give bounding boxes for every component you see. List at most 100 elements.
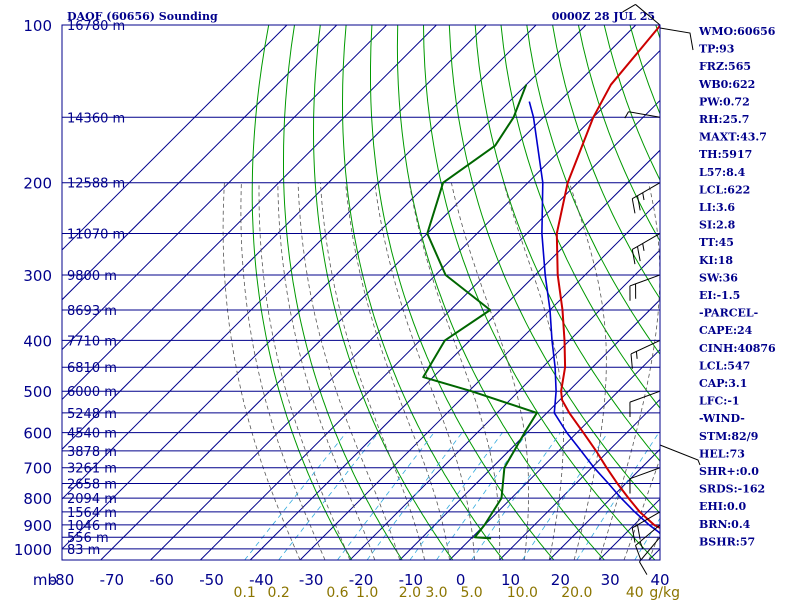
height-label: 14360 m bbox=[67, 111, 125, 126]
pressure-tick-label: 200 bbox=[23, 175, 52, 193]
index-item: LCL:622 bbox=[699, 183, 750, 196]
index-item: TH:5917 bbox=[699, 148, 752, 161]
temperature-tick-label: 10 bbox=[501, 571, 520, 589]
height-label: 8693 m bbox=[67, 304, 117, 319]
temperature-tick-label: -80 bbox=[50, 571, 75, 589]
temperature-tick-label: 40 bbox=[650, 571, 669, 589]
moist-adiabat-line bbox=[240, 182, 326, 560]
isotherm-grid bbox=[62, 25, 660, 560]
isotherm-line bbox=[299, 199, 660, 560]
dry-adiabat-line bbox=[526, 25, 660, 355]
mixing-ratio-label: 1.0 bbox=[356, 585, 378, 600]
isotherm-line bbox=[100, 25, 637, 560]
index-item: PW:0.72 bbox=[699, 95, 750, 108]
wind-barb bbox=[630, 339, 661, 369]
index-item: SI:2.8 bbox=[699, 219, 736, 232]
temperature-tick-label: 30 bbox=[601, 571, 620, 589]
mixing-ratio-label: 3.0 bbox=[425, 585, 447, 600]
index-item: BRN:0.4 bbox=[699, 518, 751, 531]
wind-barb-staff bbox=[632, 182, 661, 200]
index-item: KI:18 bbox=[699, 254, 733, 267]
dry-adiabat-line bbox=[396, 25, 605, 560]
moist-adiabat-line bbox=[374, 182, 475, 560]
moist-adiabat-line bbox=[569, 182, 607, 560]
index-item: LFC:-1 bbox=[699, 395, 740, 408]
index-item: LCL:547 bbox=[699, 359, 750, 372]
moist-adiabat-line bbox=[222, 182, 301, 560]
wind-barb bbox=[635, 524, 661, 560]
wind-barb-staff bbox=[639, 536, 661, 563]
wind-profile bbox=[622, 3, 701, 575]
dry-adiabat-line bbox=[370, 25, 555, 560]
moist-adiabat-line bbox=[258, 182, 351, 560]
isotherm-line bbox=[548, 448, 660, 560]
height-label: 4540 m bbox=[67, 427, 117, 442]
index-item: TP:93 bbox=[699, 43, 734, 56]
wind-barb-staff bbox=[635, 4, 661, 26]
isotherm-line bbox=[62, 25, 487, 450]
height-label: 3261 m bbox=[67, 462, 117, 477]
height-label: 9800 m bbox=[67, 269, 117, 284]
wind-barb-half-flag bbox=[642, 243, 645, 251]
mixing-ratio-label: 0.2 bbox=[268, 585, 290, 600]
wind-barb-half-flag bbox=[642, 192, 645, 201]
isotherm-line bbox=[62, 25, 537, 500]
index-item: CAP:3.1 bbox=[699, 377, 747, 390]
index-item: LI:3.6 bbox=[699, 201, 735, 214]
index-item: FRZ:565 bbox=[699, 60, 751, 73]
wind-barb bbox=[631, 233, 661, 265]
wind-barb-flag bbox=[636, 195, 641, 211]
wind-barb bbox=[631, 182, 661, 214]
height-label: 1564 m bbox=[67, 506, 117, 521]
wind-barb bbox=[629, 467, 661, 494]
dry-adiabat-line bbox=[448, 25, 660, 515]
moist-adiabat-line bbox=[320, 182, 425, 560]
wind-barb-staff bbox=[630, 339, 661, 355]
wind-barb-staff bbox=[632, 511, 661, 529]
mixing-ratio-label: 20.0 bbox=[561, 585, 592, 600]
index-item: WMO:60656 bbox=[698, 25, 776, 38]
isotherm-line bbox=[349, 249, 660, 560]
index-item: CINH:40876 bbox=[699, 342, 776, 355]
isotherm-line bbox=[249, 149, 660, 560]
indices-panel: WMO:60656 TP:93 FRZ:565 WB0:622 PW:0.72 RH:25… bbox=[698, 25, 776, 548]
isotherm-line bbox=[62, 25, 338, 301]
pressure-tick-label: 300 bbox=[23, 267, 52, 285]
moist-adiabat-line bbox=[623, 457, 660, 560]
wind-barb-flag bbox=[631, 527, 636, 543]
index-item: HEL:73 bbox=[699, 447, 745, 460]
mixing-ratio-label: 0.6 bbox=[326, 585, 348, 600]
isotherm-line bbox=[62, 25, 587, 550]
dry-adiabat-line bbox=[341, 25, 504, 560]
height-label: 6000 m bbox=[67, 385, 117, 400]
dry-adiabats bbox=[251, 25, 800, 560]
pressure-tick-label: 800 bbox=[23, 490, 52, 508]
moist-adiabat-line bbox=[297, 182, 401, 560]
height-label: 83 m bbox=[67, 543, 100, 558]
mixing-ratio-lines bbox=[244, 432, 660, 560]
isotherm-line bbox=[62, 25, 437, 401]
index-item: SW:36 bbox=[699, 271, 738, 284]
wind-barb bbox=[624, 111, 661, 119]
temperature-tick-label: -10 bbox=[399, 571, 424, 589]
moist-adiabats bbox=[222, 182, 660, 560]
height-label: 1046 m bbox=[67, 519, 117, 534]
temperature-tick-label: -70 bbox=[100, 571, 125, 589]
index-item: -WIND- bbox=[699, 412, 745, 425]
wind-barb-staff bbox=[629, 274, 661, 287]
moist-adiabat-line bbox=[598, 182, 660, 560]
wind-barb-flag bbox=[631, 249, 636, 265]
wind-barb-flag bbox=[636, 246, 641, 262]
dry-adiabat-line bbox=[759, 25, 800, 560]
height-label: 11070 m bbox=[67, 227, 125, 242]
wind-barb-staff bbox=[629, 390, 661, 403]
height-label: 556 m bbox=[67, 531, 109, 546]
dry-adiabat-line bbox=[312, 25, 454, 560]
wind-barb-half-flag bbox=[624, 111, 629, 119]
pressure-tick-label: 500 bbox=[23, 383, 52, 401]
height-label: 5248 m bbox=[67, 407, 117, 422]
temperature-tick-label: 0 bbox=[456, 571, 466, 589]
dry-adiabat-line bbox=[474, 25, 660, 462]
